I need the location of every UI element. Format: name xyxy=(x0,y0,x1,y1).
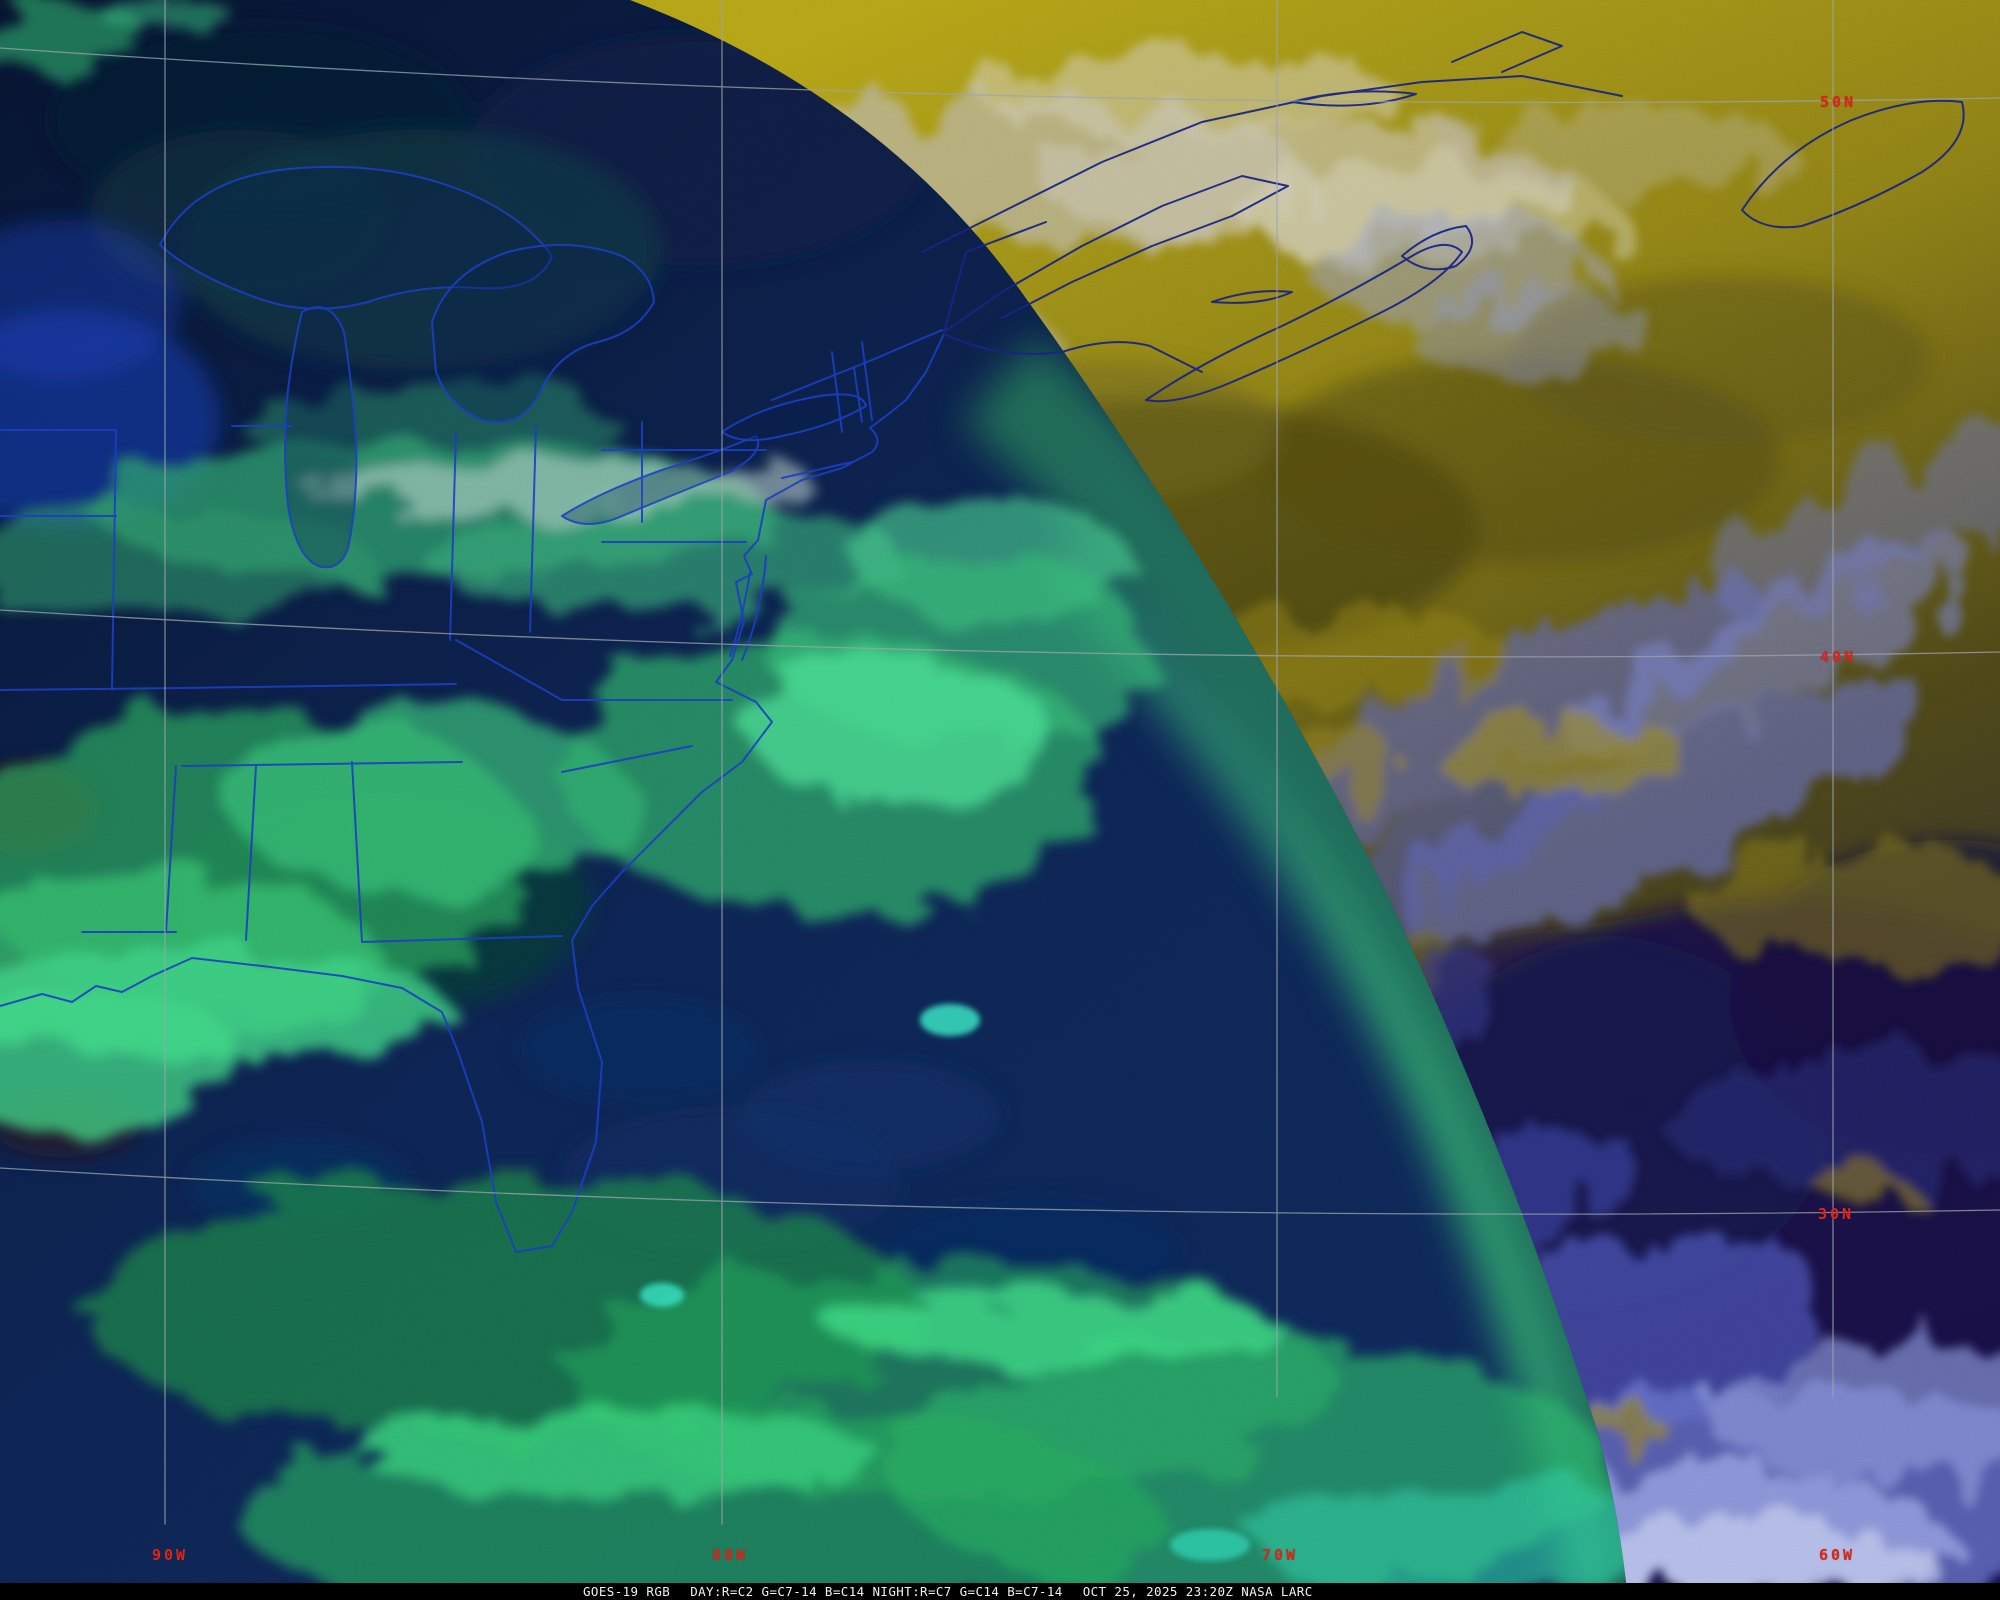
grain-texture xyxy=(0,0,2000,1600)
rgb-recipe: DAY:R=C2 G=C7-14 B=C14 NIGHT:R=C7 G=C14 … xyxy=(690,1584,1063,1599)
lon-label-90w: 90W xyxy=(152,1548,188,1563)
lat-label-30n: 30N xyxy=(1818,1207,1854,1222)
lon-label-60w: 60W xyxy=(1819,1548,1855,1563)
lat-label-40n: 40N xyxy=(1820,650,1856,665)
status-bar: GOES-19 RGB DAY:R=C2 G=C7-14 B=C14 NIGHT:… xyxy=(0,1583,2000,1600)
lon-label-70w: 70W xyxy=(1262,1548,1298,1563)
product-name: GOES-19 RGB xyxy=(583,1584,670,1599)
satellite-viewer: 50N 40N 30N 90W 80W 70W 60W GOES-19 RGB D… xyxy=(0,0,2000,1600)
lat-label-50n: 50N xyxy=(1820,95,1856,110)
credit: NASA LARC xyxy=(1241,1584,1312,1599)
timestamp: OCT 25, 2025 23:20Z xyxy=(1083,1584,1234,1599)
lon-label-80w: 80W xyxy=(712,1548,748,1563)
satellite-image-canvas xyxy=(0,0,2000,1600)
